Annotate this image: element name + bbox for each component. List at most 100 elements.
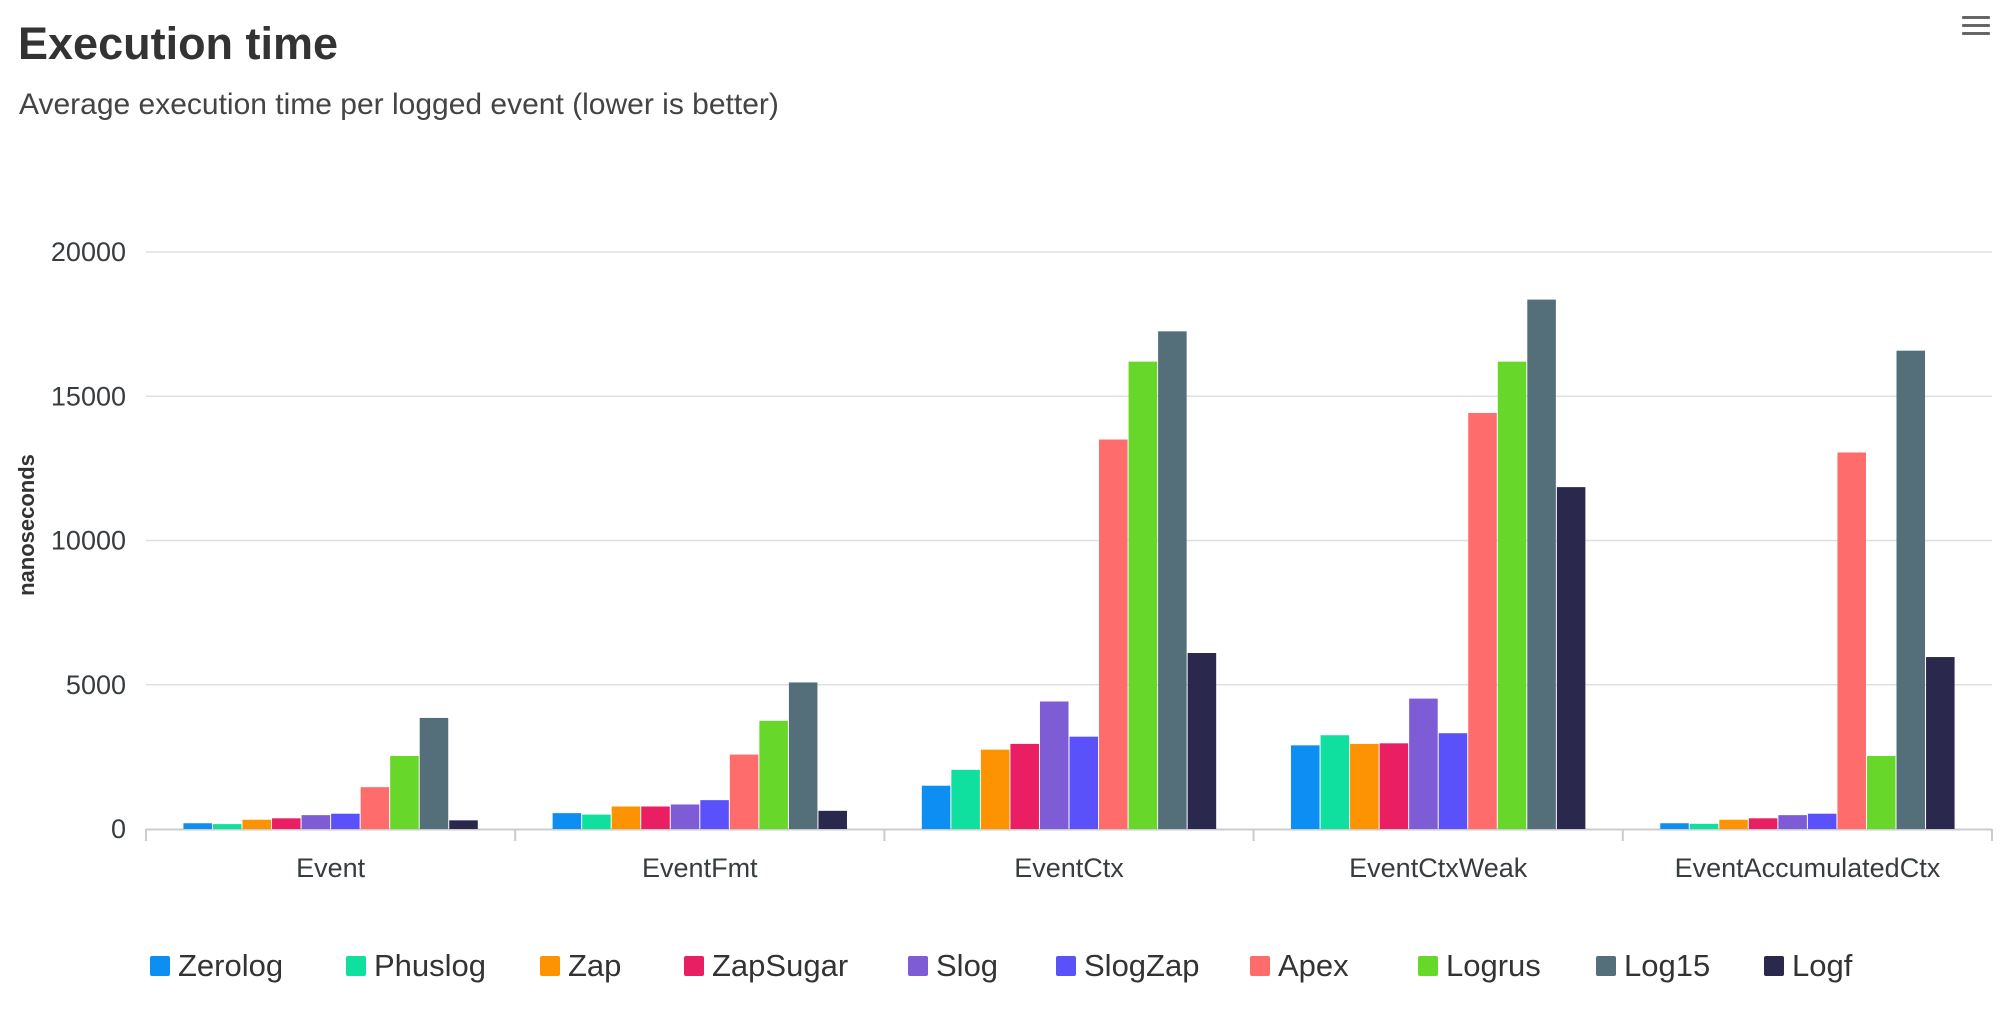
legend-swatch: [1056, 956, 1076, 976]
bar-log15-eventfmt[interactable]: [788, 682, 818, 829]
legend-swatch: [346, 956, 366, 976]
legend-swatch: [1596, 956, 1616, 976]
bar-slog-eventaccumulatedctx[interactable]: [1778, 815, 1807, 829]
bar-log15-eventctxweak[interactable]: [1527, 299, 1556, 829]
bar-apex-eventfmt[interactable]: [729, 754, 759, 829]
legend-swatch: [1764, 956, 1784, 976]
legend-swatch: [1418, 956, 1438, 976]
bar-logrus-eventctxweak[interactable]: [1497, 361, 1527, 829]
x-axis-ticks: Event EventFmt EventCtx EventCtxWeak EventAc…: [296, 853, 1941, 883]
legend-item-zapsugar[interactable]: ZapSugar: [684, 946, 848, 986]
legend-label: Log15: [1624, 948, 1711, 983]
bar-apex-eventctxweak[interactable]: [1468, 412, 1497, 829]
bar-log15-eventctx[interactable]: [1158, 331, 1187, 829]
bar-logf-eventctx[interactable]: [1187, 653, 1217, 829]
y-axis-ticks: 0 5000 10000 15000 20000: [51, 237, 126, 844]
bar-zerolog-eventctxweak[interactable]: [1291, 745, 1320, 829]
bar-zapsugar-event[interactable]: [272, 818, 301, 829]
legend-item-slogzap[interactable]: SlogZap: [1056, 946, 1199, 986]
bar-slog-eventctx[interactable]: [1039, 701, 1069, 829]
bar-zerolog-eventfmt[interactable]: [552, 813, 582, 829]
legend-swatch: [908, 956, 928, 976]
bar-zapsugar-eventctxweak[interactable]: [1379, 743, 1409, 829]
bar-zap-event[interactable]: [242, 819, 272, 829]
bar-phuslog-event[interactable]: [212, 824, 242, 829]
bar-log15-eventaccumulatedctx[interactable]: [1896, 350, 1926, 829]
legend-swatch: [1250, 956, 1270, 976]
legend-item-phuslog[interactable]: Phuslog: [346, 946, 486, 986]
legend-label: Zap: [568, 948, 622, 983]
y-axis-title: nanoseconds: [14, 454, 39, 596]
bar-zerolog-eventaccumulatedctx[interactable]: [1660, 823, 1689, 829]
legend-item-zap[interactable]: Zap: [540, 946, 621, 986]
bar-zap-eventctxweak[interactable]: [1350, 743, 1379, 829]
bar-slog-eventctxweak[interactable]: [1409, 698, 1438, 829]
bar-zap-eventctx[interactable]: [980, 749, 1010, 829]
bar-zap-eventaccumulatedctx[interactable]: [1719, 819, 1748, 829]
legend-swatch: [150, 956, 170, 976]
bar-zapsugar-eventaccumulatedctx[interactable]: [1748, 818, 1778, 829]
bar-logf-eventfmt[interactable]: [818, 810, 847, 829]
legend-label: Logf: [1792, 948, 1853, 983]
bar-marks: [183, 299, 1955, 829]
bar-slog-event[interactable]: [301, 815, 331, 829]
bar-phuslog-eventfmt[interactable]: [582, 814, 611, 829]
legend-label: ZapSugar: [712, 948, 849, 983]
bar-apex-eventctx[interactable]: [1099, 439, 1128, 829]
legend-label: SlogZap: [1084, 948, 1200, 983]
grid-lines: [146, 251, 1992, 686]
legend-item-apex[interactable]: Apex: [1250, 946, 1349, 986]
bar-phuslog-eventaccumulatedctx[interactable]: [1689, 823, 1719, 829]
y-tick-label: 5000: [66, 670, 126, 700]
bar-slogzap-event[interactable]: [331, 813, 360, 829]
legend-item-logrus[interactable]: Logrus: [1418, 946, 1541, 986]
legend-item-slog[interactable]: Slog: [908, 946, 998, 986]
bar-apex-eventaccumulatedctx[interactable]: [1837, 452, 1866, 829]
chart-title: Execution time: [18, 18, 339, 69]
bar-phuslog-eventctxweak[interactable]: [1320, 735, 1350, 829]
y-tick-label: 15000: [51, 381, 126, 411]
legend-swatch: [540, 956, 560, 976]
bar-slog-eventfmt[interactable]: [670, 804, 700, 829]
bar-zerolog-eventctx[interactable]: [921, 785, 951, 829]
bar-apex-event[interactable]: [360, 787, 390, 829]
legend-item-zerolog[interactable]: Zerolog: [150, 946, 283, 986]
legend-label: Phuslog: [374, 948, 487, 983]
bar-logrus-eventctx[interactable]: [1128, 361, 1158, 829]
x-tick-label: EventFmt: [642, 853, 758, 883]
bar-slogzap-eventfmt[interactable]: [700, 800, 729, 829]
x-tick-label: Event: [296, 853, 366, 883]
y-tick-label: 20000: [51, 237, 126, 267]
bar-logrus-event[interactable]: [390, 756, 419, 829]
x-tick-label: EventCtxWeak: [1349, 853, 1528, 883]
bar-slogzap-eventctx[interactable]: [1069, 736, 1099, 829]
bar-zapsugar-eventctx[interactable]: [1010, 743, 1039, 829]
y-tick-label: 0: [111, 814, 126, 844]
legend-label: Apex: [1278, 948, 1349, 983]
legend-label: Zerolog: [178, 948, 284, 983]
hamburger-menu-icon[interactable]: [1958, 8, 1994, 42]
chart-subtitle: Average execution time per logged event …: [19, 88, 779, 121]
bar-logf-event[interactable]: [449, 820, 478, 829]
bar-slogzap-eventctxweak[interactable]: [1438, 733, 1468, 829]
x-tick-label: EventAccumulatedCtx: [1675, 853, 1941, 883]
bar-logf-eventctxweak[interactable]: [1556, 487, 1586, 829]
legend-label: Slog: [936, 948, 999, 983]
bar-zerolog-event[interactable]: [183, 823, 212, 829]
bar-zapsugar-eventfmt[interactable]: [641, 806, 670, 829]
x-axis: [145, 828, 1993, 841]
legend-label: Logrus: [1446, 948, 1541, 983]
bar-logf-eventaccumulatedctx[interactable]: [1926, 657, 1955, 829]
bar-zap-eventfmt[interactable]: [611, 806, 641, 829]
bar-logrus-eventfmt[interactable]: [759, 720, 788, 829]
bar-log15-event[interactable]: [419, 717, 449, 829]
legend-item-logf[interactable]: Logf: [1764, 946, 1852, 986]
legend-swatch: [684, 956, 704, 976]
y-tick-label: 10000: [51, 526, 126, 556]
bar-slogzap-eventaccumulatedctx[interactable]: [1807, 813, 1837, 829]
bar-phuslog-eventctx[interactable]: [951, 769, 980, 829]
x-tick-label: EventCtx: [1014, 853, 1124, 883]
bar-logrus-eventaccumulatedctx[interactable]: [1866, 756, 1896, 829]
legend-item-log15[interactable]: Log15: [1596, 946, 1710, 986]
